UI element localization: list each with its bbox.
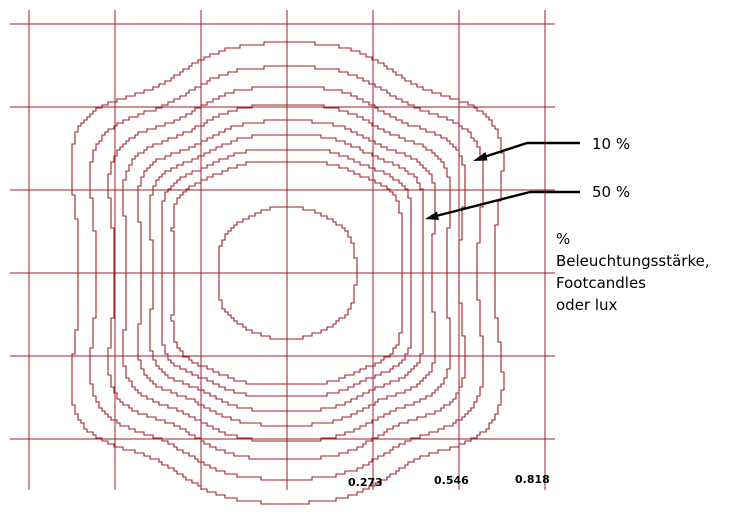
callout-50-percent: 50 %	[425, 183, 630, 220]
legend-line-percent: %	[556, 230, 571, 248]
legend-text: % Beleuchtungsstärke, Footcandles oder l…	[556, 228, 710, 316]
isolux-contour-6	[149, 134, 424, 412]
grid	[10, 10, 555, 490]
isolux-contour-7	[161, 149, 412, 397]
isolux-contour-9	[218, 206, 358, 340]
arrowhead-icon	[425, 211, 439, 220]
callout-50-label: 50 %	[592, 183, 630, 201]
isolux-contour-8	[170, 161, 403, 385]
callout-10-percent: 10 %	[473, 135, 630, 161]
callout-50-arrow-line	[435, 190, 531, 218]
callout-10-label: 10 %	[592, 135, 630, 153]
callout-10-arrow-line	[483, 141, 528, 159]
tick-label-0818: 0.818	[515, 473, 550, 486]
isolux-contours	[71, 41, 505, 505]
legend-line-illuminance: Beleuchtungsstärke,	[556, 252, 710, 270]
isolux-contour-2	[89, 65, 484, 481]
tick-label-0273: 0.273	[348, 476, 383, 489]
isolux-contour-3	[107, 86, 466, 460]
legend-line-footcandles: Footcandles	[556, 274, 647, 292]
tick-label-0546: 0.546	[434, 474, 469, 487]
arrowhead-icon	[473, 152, 488, 161]
legend-line-lux: oder lux	[556, 296, 618, 314]
isolux-contour-5	[137, 119, 436, 427]
isolux-contour-1	[71, 41, 505, 505]
x-tick-labels: 0.273 0.546 0.818	[348, 473, 550, 489]
isolux-contour-4	[122, 104, 451, 442]
